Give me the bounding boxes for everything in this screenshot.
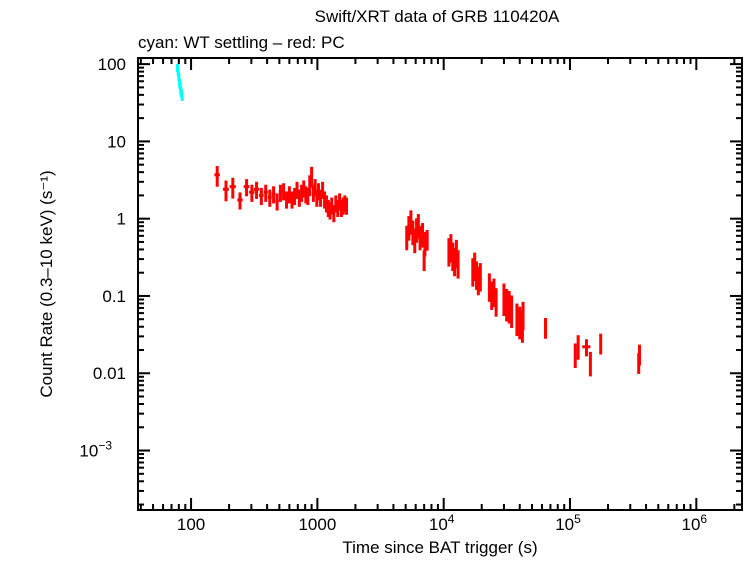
pc-data-point [310,166,314,188]
pc-data-point [416,214,420,239]
pc-data-point [425,229,429,251]
x-tick-label: 105 [555,512,581,534]
pc-data-point [518,306,522,340]
pc-data-point [313,179,317,197]
pc-data-point [421,223,425,248]
pc-data-point [295,181,299,199]
pc-data-point [316,183,320,201]
pc-data-point [573,343,577,368]
pc-data-point [332,205,336,223]
pc-data-point [515,303,519,337]
pc-data-point [275,193,279,211]
pc-data-point [588,351,592,377]
y-axis-label: Count Rate (0.3–10 keV) (s⁻¹) [37,170,56,397]
pc-data-point [271,186,276,204]
pc-data-point [599,333,603,355]
pc-data-point [319,189,323,207]
tick-labels: 100 1000 104 105 106 100 10 1 0.1 0.01 10−3 [79,55,707,534]
pc-data-point [249,184,255,202]
pc-data-point [287,186,291,204]
x-tick-label: 106 [682,512,708,534]
y-tick-label: 0.1 [102,287,126,306]
pc-data-point [293,187,297,206]
pc-data-point [476,266,480,296]
pc-data-point [510,295,514,329]
pc-data-point [544,317,548,339]
pc-data-point [490,281,494,310]
pc-data-point [405,225,409,251]
pc-data-point [492,278,496,307]
x-tick-label: 104 [429,512,455,534]
y-tick-label: 10−3 [79,439,112,461]
pc-data-point [582,339,591,357]
pc-data-point [507,290,511,324]
pc-data-point [214,165,220,187]
pc-data-point [576,335,580,360]
pc-data-point [285,191,289,209]
pc-data-point [229,177,236,199]
axis-ticks [138,58,742,510]
pc-data-point [237,192,243,210]
pc-data-point [478,263,482,292]
x-tick-label: 1000 [298,515,336,534]
chart-title: Swift/XRT data of GRB 110420A [315,7,560,26]
x-tick-label: 100 [177,515,205,534]
pc-data-point [223,180,229,202]
pc-data-point [290,191,294,209]
wt-data-point [180,92,184,101]
plot-frame [137,57,743,511]
pc-data-point [422,250,426,272]
plot-area [175,63,642,377]
y-tick-label: 0.01 [93,364,126,383]
pc-data-point [278,184,283,202]
pc-data-point [502,283,506,317]
pc-data-point [418,225,422,251]
y-tick-label: 10 [107,132,126,151]
pc-data-point [330,197,334,215]
pc-data-point [259,187,264,206]
pc-data-point [638,344,642,366]
pc-data-point [456,250,460,279]
chart-subtitle: cyan: WT settling – red: PC [138,33,345,52]
pc-data-point [282,183,286,201]
pc-data-point [267,189,272,207]
pc-data-point [263,184,268,202]
pc-data-point [344,197,348,215]
y-tick-label: 100 [98,55,126,74]
pc-data-point [334,195,338,213]
pc-data-point [521,301,525,331]
pc-data-point [505,288,509,322]
y-tick-label: 1 [117,210,126,229]
x-axis-label: Time since BAT trigger (s) [342,538,537,557]
pc-data-point [253,181,260,199]
pc-data-point [243,179,250,197]
pc-data-point [321,181,325,199]
pc-data-point [487,273,491,302]
pc-data-point [409,210,413,235]
pc-data-point [494,288,498,317]
